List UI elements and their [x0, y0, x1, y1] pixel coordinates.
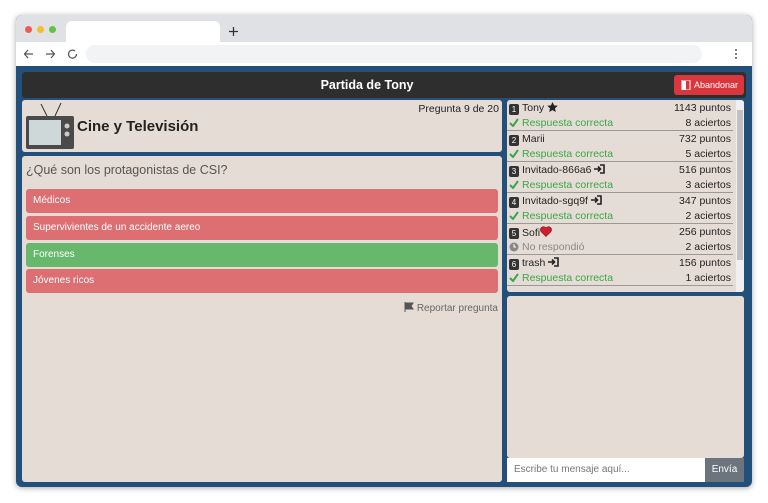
points: 347 puntos: [679, 195, 731, 207]
flag-icon: [404, 302, 414, 312]
answer[interactable]: Supervivientes de un accidente aereo: [26, 216, 498, 240]
category-name: Cine y Televisión: [77, 118, 199, 135]
hits: 3 aciertos: [685, 179, 731, 191]
player-name: Invitado-sgq9f: [522, 195, 602, 207]
rank: 4: [509, 197, 519, 208]
game-header: Partida de Tony Abandonar: [22, 72, 746, 98]
player-name: Tony: [522, 102, 558, 114]
status: No respondió: [522, 241, 585, 253]
address-bar[interactable]: [86, 45, 702, 63]
tab[interactable]: [66, 21, 220, 42]
check-icon: [509, 180, 519, 189]
check-icon: [509, 211, 519, 220]
player-name: Invitado-866a6: [522, 164, 606, 176]
name-text: trash: [522, 257, 546, 269]
browser-window: Partida de Tony Abandonar Cine y Televis…: [16, 15, 752, 487]
answer[interactable]: Jóvenes ricos: [26, 269, 498, 293]
answer[interactable]: Médicos: [26, 189, 498, 213]
rank: 3: [509, 166, 519, 177]
name-text: Invitado-866a6: [522, 164, 592, 176]
player-row: 6 trash 156 puntos Respuesta correcta 1 acie…: [507, 255, 733, 286]
nav-buttons[interactable]: [24, 48, 84, 60]
chat-area: [507, 296, 744, 458]
name-text: Tony: [522, 102, 545, 114]
guest-icon: [590, 195, 602, 205]
player-row: 1 Tony 1143 puntos Respuesta correcta 8 acie…: [507, 100, 733, 131]
name-text: Sofi: [522, 227, 541, 239]
points: 732 puntos: [679, 133, 731, 145]
rank: 5: [509, 228, 519, 239]
points: 156 puntos: [679, 257, 731, 269]
report-label: Reportar pregunta: [416, 303, 498, 314]
category-card: Cine y Televisión Pregunta 9 de 20: [22, 100, 502, 152]
abandon-label: Abandonar: [694, 80, 739, 90]
toolbar: [16, 42, 752, 66]
status: Respuesta correcta: [522, 210, 614, 222]
clock-icon: [509, 242, 519, 252]
heart-icon: [540, 226, 552, 237]
game-title: Partida de Tony: [320, 78, 414, 92]
player-name: Marii: [522, 133, 545, 145]
rank: 6: [509, 259, 519, 270]
hits: 2 aciertos: [685, 210, 731, 222]
guest-icon: [594, 164, 606, 174]
players-list: 1 Tony 1143 puntos Respuesta correcta 8 acie…: [507, 100, 744, 292]
scrollbar[interactable]: [736, 100, 744, 292]
hits: 1 aciertos: [685, 272, 731, 284]
check-icon: [509, 273, 519, 282]
player-row: 4 Invitado-sgq9f 347 puntos Respuesta corre…: [507, 193, 733, 224]
check-icon: [509, 149, 519, 158]
question-panel: ¿Qué son los protagonistas de CSI? Médic…: [22, 156, 502, 482]
check-icon: [509, 118, 519, 127]
chat-input[interactable]: Escribe tu mensaje aquí...: [507, 458, 705, 482]
hits: 8 aciertos: [685, 117, 731, 129]
answer[interactable]: Forenses: [26, 243, 498, 267]
rank: 1: [509, 104, 519, 115]
rank: 2: [509, 135, 519, 146]
player-name: trash: [522, 257, 560, 269]
menu[interactable]: [734, 48, 738, 60]
name-text: Invitado-sgq9f: [522, 195, 588, 207]
close-dot[interactable]: [25, 26, 32, 33]
guest-icon: [548, 257, 560, 267]
max-dot[interactable]: [49, 26, 56, 33]
points: 1143 puntos: [673, 102, 731, 114]
status: Respuesta correcta: [522, 272, 614, 284]
star-icon: [547, 102, 558, 112]
hits: 2 aciertos: [685, 241, 731, 253]
new-tab[interactable]: [229, 27, 238, 36]
player-row: 2 Marii 732 puntos Respuesta correcta 5 acie…: [507, 131, 733, 162]
player-row: 3 Invitado-866a6 516 puntos Respuesta corre…: [507, 162, 733, 193]
hits: 5 aciertos: [685, 148, 731, 160]
status: Respuesta correcta: [522, 179, 614, 191]
player-row: 5 Sofi 256 puntos No respondió 2 aciertos: [507, 224, 733, 255]
points: 256 puntos: [679, 226, 731, 238]
tab-bar: [16, 15, 752, 42]
question-text: ¿Qué son los protagonistas de CSI?: [26, 163, 228, 177]
tv-icon: [26, 102, 74, 149]
min-dot[interactable]: [37, 26, 44, 33]
door-icon: [681, 80, 691, 90]
points: 516 puntos: [679, 164, 731, 176]
abandon-button[interactable]: Abandonar: [674, 75, 744, 95]
report-link[interactable]: Reportar pregunta: [404, 302, 498, 314]
status: Respuesta correcta: [522, 148, 614, 160]
question-progress: Pregunta 9 de 20: [418, 103, 499, 115]
scroll-thumb[interactable]: [737, 110, 743, 260]
status: Respuesta correcta: [522, 117, 614, 129]
send-button[interactable]: Envía: [705, 458, 744, 482]
player-name: Sofi: [522, 226, 552, 239]
